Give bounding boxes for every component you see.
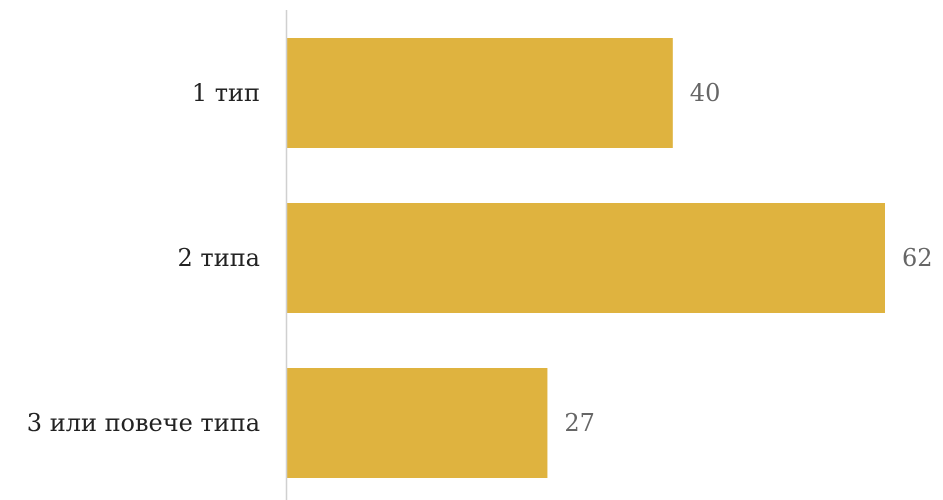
category-label-2: 2 типа: [178, 244, 260, 272]
value-label-3: 27: [564, 409, 595, 437]
bar-3: [287, 368, 548, 478]
category-label-3: 3 или повече типа: [27, 409, 260, 437]
value-label-1: 40: [690, 79, 721, 107]
value-labels: 40 62 27: [564, 79, 932, 437]
category-label-1: 1 тип: [192, 79, 260, 107]
bar-2: [287, 203, 885, 313]
value-label-2: 62: [902, 244, 933, 272]
bar-1: [287, 38, 673, 148]
bar-group: [287, 38, 885, 478]
category-labels: 1 тип 2 типа 3 или повече типа: [27, 79, 260, 437]
